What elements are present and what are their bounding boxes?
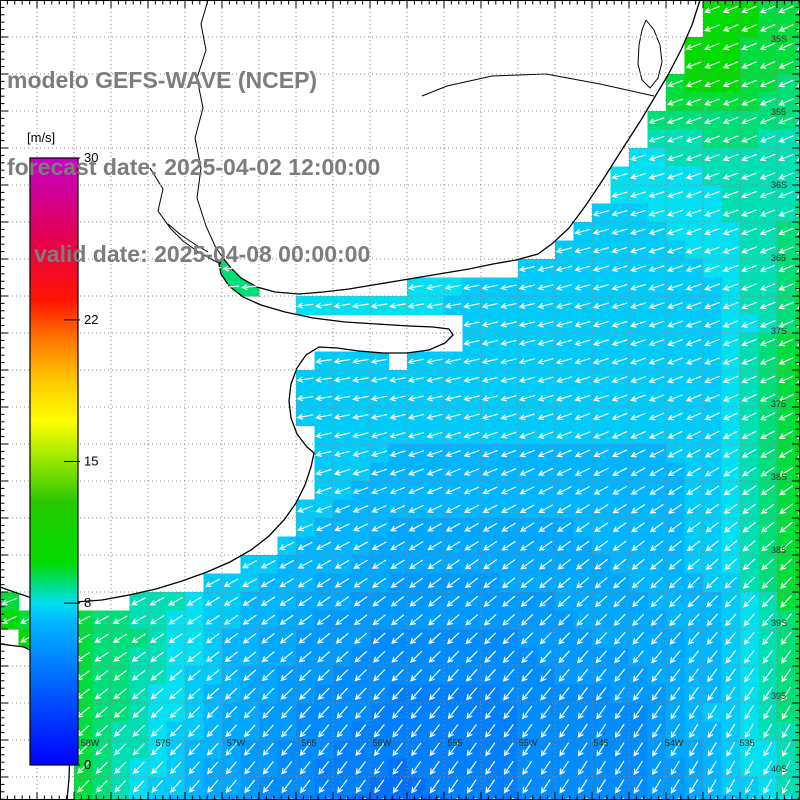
latitude-label: 385 <box>771 545 786 555</box>
longitude-label: 54W <box>665 738 684 748</box>
longitude-label: 565 <box>301 738 316 748</box>
latitude-label: 375 <box>771 399 786 409</box>
longitude-label: 55W <box>519 738 538 748</box>
colorbar-tick-label: 30 <box>84 150 98 165</box>
colorbar-tick-label: 15 <box>84 454 98 469</box>
latitude-label: 365 <box>771 253 786 263</box>
longitude-label: 535 <box>739 738 754 748</box>
colorbar-tick-label: 0 <box>84 757 91 772</box>
latitude-label: 40S <box>771 764 787 774</box>
colorbar-tick-label: 22 <box>84 312 98 327</box>
latitude-label: 38S <box>771 472 787 482</box>
wind-arrows <box>1 5 800 800</box>
axis-labels: 35S 355 36S 365 37S 375 38S 385 39S 395 40S 58W 575 5… <box>81 34 787 774</box>
longitude-label: 58W <box>81 738 100 748</box>
latitude-label: 37S <box>771 326 787 336</box>
longitude-label: 555 <box>447 738 462 748</box>
rivers <box>149 0 663 265</box>
longitude-label: 575 <box>155 738 170 748</box>
latitude-label: 36S <box>771 180 787 190</box>
latitude-label: 35S <box>771 34 787 44</box>
longitude-label: 56W <box>373 738 392 748</box>
longitude-label: 57W <box>227 738 246 748</box>
latitude-label: 39S <box>771 618 787 628</box>
colorbar-unit-label: [m/s] <box>27 130 55 145</box>
colorbar-tick-label: 8 <box>84 595 91 610</box>
longitude-label: 545 <box>593 738 608 748</box>
latitude-label: 395 <box>771 691 786 701</box>
colorbar: [m/s] 30 22 15 8 0 <box>27 130 98 772</box>
latitude-label: 355 <box>771 107 786 117</box>
